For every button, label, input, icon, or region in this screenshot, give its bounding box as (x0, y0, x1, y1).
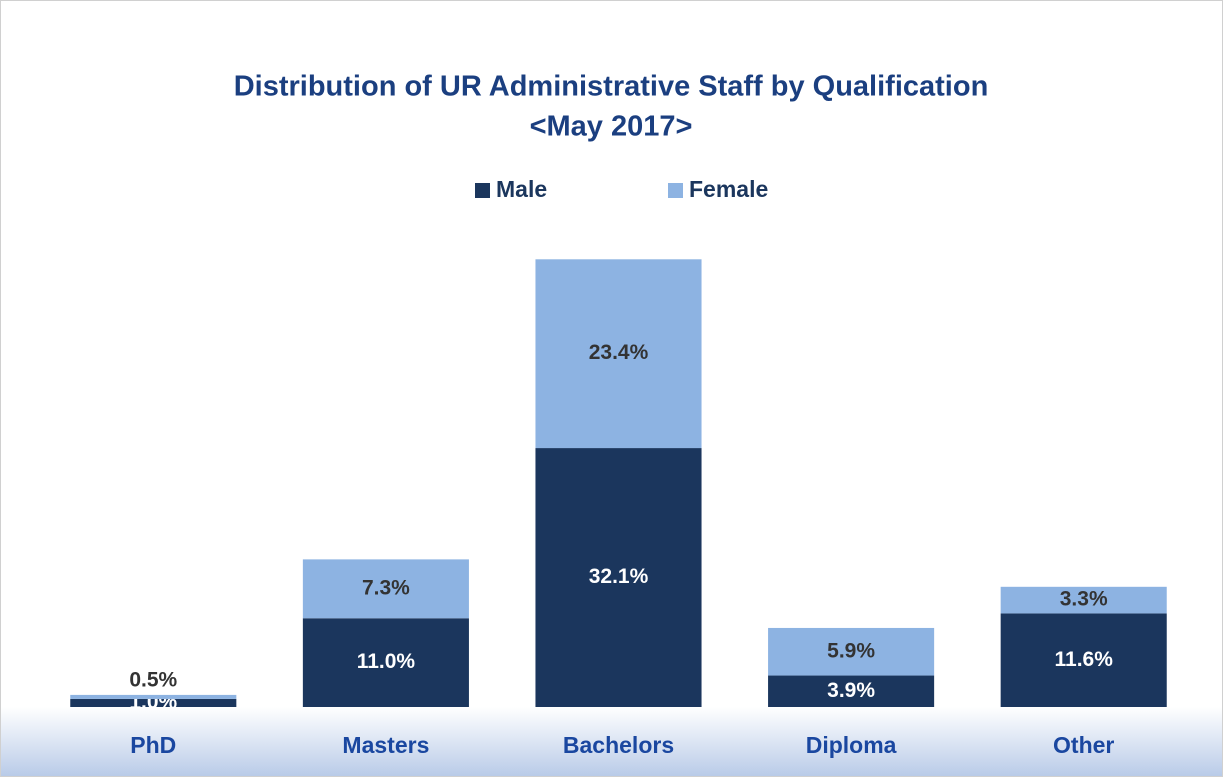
x-tick-label: Diploma (806, 732, 897, 758)
bar-segment (535, 259, 702, 449)
bar-segment (302, 559, 469, 619)
data-label: 32.1% (589, 565, 649, 588)
bar-segment (768, 675, 935, 707)
chart-subtitle: <May 2017> (530, 111, 693, 143)
legend-label: Female (689, 176, 768, 202)
bar-segment (1000, 613, 1167, 707)
x-tick-label: Other (1053, 732, 1114, 758)
bar-segment (1000, 586, 1167, 614)
legend-swatch (668, 183, 683, 198)
data-label: 3.9% (827, 679, 875, 702)
legend-swatch (475, 183, 490, 198)
x-tick-label: Masters (342, 732, 429, 758)
data-label: 23.4% (589, 341, 649, 364)
bar-segment (768, 627, 935, 676)
x-tick-label: PhD (130, 732, 176, 758)
x-tick-label: Bachelors (563, 732, 674, 758)
data-label: 3.3% (1060, 588, 1108, 611)
data-label: 11.6% (1055, 648, 1114, 671)
data-label: 0.5% (129, 668, 177, 691)
bar-segment (302, 618, 469, 707)
data-label: 5.9% (827, 639, 875, 662)
bar-segment (70, 698, 237, 707)
data-label: 11.0% (357, 650, 416, 673)
category-strip (1, 707, 1222, 776)
bar-segment (535, 448, 702, 707)
data-label: 7.3% (362, 576, 410, 599)
bar-segment (70, 694, 237, 699)
data-label: 1.0% (129, 691, 177, 714)
chart-title: Distribution of UR Administrative Staff … (234, 71, 989, 103)
legend-label: Male (496, 176, 547, 202)
